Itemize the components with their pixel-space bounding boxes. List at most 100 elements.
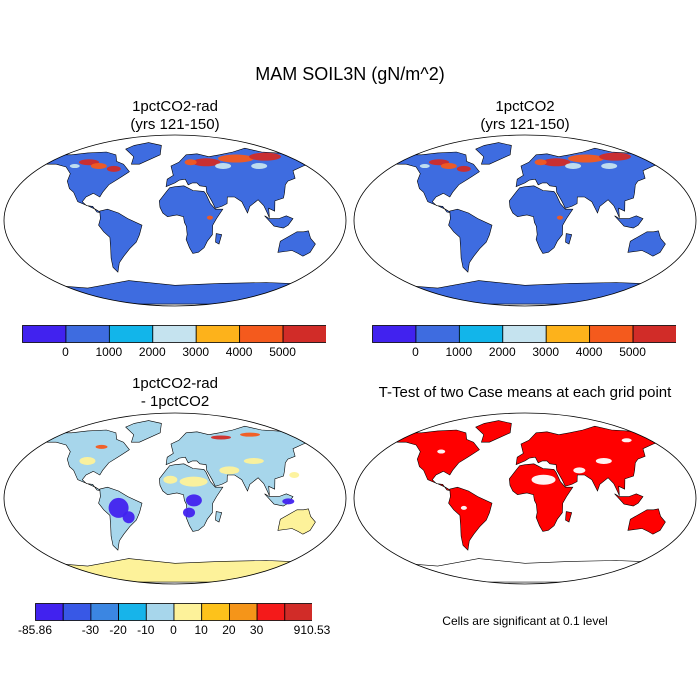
value-patch — [419, 164, 430, 169]
value-patch — [243, 457, 264, 464]
panel-4-title-line1: T-Test of two Case means at each grid po… — [378, 384, 672, 401]
colorbar-swatch — [195, 325, 241, 343]
australia-shape — [277, 230, 316, 257]
value-patch — [69, 164, 80, 169]
antarctica-shape — [388, 558, 661, 583]
value-patch — [192, 158, 221, 167]
value-patch — [217, 154, 254, 163]
africa-shape — [508, 185, 574, 254]
map-panel-2 — [353, 134, 697, 307]
australia-shape — [627, 230, 666, 257]
map-panel-3 — [3, 412, 347, 585]
map-outline — [353, 134, 697, 307]
colorbar-tick-label: 1000 — [95, 345, 123, 359]
value-patch — [599, 152, 632, 161]
value-patch — [184, 159, 197, 166]
colorbar-panel-2-swatches — [372, 325, 676, 343]
value-patch — [556, 215, 563, 220]
africa-shape — [508, 463, 574, 532]
colorbar-swatch — [632, 325, 676, 343]
colorbar-swatch — [22, 325, 67, 343]
indonesia-shape — [614, 493, 644, 507]
antarctica-shape — [38, 558, 311, 583]
value-patch — [595, 457, 612, 464]
colorbar-tick-label: 4000 — [575, 345, 603, 359]
value-patch — [531, 474, 556, 485]
colorbar-swatch — [145, 603, 175, 621]
colorbar-tick-label: 0 — [412, 345, 419, 359]
antarctica-shape — [38, 280, 311, 305]
colorbar-tick-label: -30 — [81, 623, 100, 637]
south-america-shape — [98, 486, 143, 551]
value-patch — [621, 438, 632, 443]
greenland-shape — [125, 420, 162, 443]
significance-note: Cells are significant at 0.1 level — [442, 614, 608, 628]
colorbar-panel-1: 0 1000 2000 3000 4000 5000 — [22, 325, 326, 361]
map-panel-1 — [3, 134, 347, 307]
panel-2-title-line2: (yrs 121-150) — [480, 116, 570, 133]
colorbar-tick-label: 0 — [62, 345, 69, 359]
colorbar-tick-label: 5000 — [269, 345, 296, 359]
land-layer — [388, 142, 666, 305]
panel-3-title: 1pctCO2-rad - 1pctCO2 — [55, 375, 295, 411]
colorbar-swatch — [35, 603, 64, 621]
colorbar-tick-label: 30 — [249, 623, 264, 637]
greenland-shape — [475, 142, 512, 165]
australia-shape — [277, 508, 316, 535]
colorbar-tick-label: 3000 — [182, 345, 210, 359]
south-america-shape — [98, 208, 143, 273]
panel-4-title: T-Test of two Case means at each grid po… — [355, 384, 695, 402]
value-patch — [163, 475, 178, 484]
colorbar-swatch — [256, 603, 286, 621]
value-patch — [79, 456, 96, 465]
value-patch — [95, 444, 108, 449]
eurasia-shape — [165, 425, 315, 496]
colorbar-swatch — [108, 325, 154, 343]
colorbar-swatch — [415, 325, 460, 343]
map-panel-4 — [353, 412, 697, 585]
colorbar-swatch — [118, 603, 147, 621]
indonesia-shape — [264, 215, 294, 229]
australia-shape — [627, 508, 666, 535]
land-layer — [38, 142, 316, 305]
madagascar-shape — [565, 233, 573, 245]
colorbar-tick-label: -20 — [109, 623, 127, 637]
value-patch — [219, 466, 240, 475]
colorbar-tick-label: 3000 — [532, 345, 560, 359]
colorbar-swatch — [284, 603, 312, 621]
colorbar-swatch — [152, 325, 197, 343]
colorbar-tick-label: -10 — [137, 623, 155, 637]
colorbar-swatch — [458, 325, 504, 343]
colorbar-swatch — [228, 603, 258, 621]
north-america-shape — [393, 429, 480, 492]
value-patch — [573, 467, 586, 474]
value-patch — [210, 435, 231, 440]
madagascar-shape — [215, 233, 223, 245]
south-america-shape — [448, 486, 493, 551]
value-patch — [179, 476, 208, 487]
value-patch — [542, 158, 571, 167]
map-outline — [3, 134, 347, 307]
panel-2-title: 1pctCO2 (yrs 121-150) — [405, 98, 645, 134]
value-patch — [185, 494, 202, 507]
colorbar-tick-label: 4000 — [225, 345, 253, 359]
colorbar-tick-label: 5000 — [619, 345, 646, 359]
land-layer — [388, 420, 666, 583]
colorbar-swatch — [545, 325, 591, 343]
map-outline — [353, 412, 697, 585]
colorbar-tick-label: 20 — [222, 623, 236, 637]
antarctica-shape — [388, 280, 661, 305]
value-patch — [249, 152, 282, 161]
value-patch — [460, 505, 467, 510]
value-patch — [440, 163, 457, 170]
greenland-shape — [475, 420, 512, 443]
value-patch — [122, 511, 135, 524]
value-patch — [437, 449, 446, 454]
africa-shape — [158, 185, 224, 254]
colorbar-tick-label: 910.53 — [293, 623, 331, 637]
colorbar-panel-3-swatches — [35, 603, 312, 621]
value-patch — [456, 165, 471, 172]
colorbar-panel-2: 0 1000 2000 3000 4000 5000 — [372, 325, 676, 361]
colorbar-swatch — [589, 325, 634, 343]
colorbar-swatch — [90, 603, 120, 621]
